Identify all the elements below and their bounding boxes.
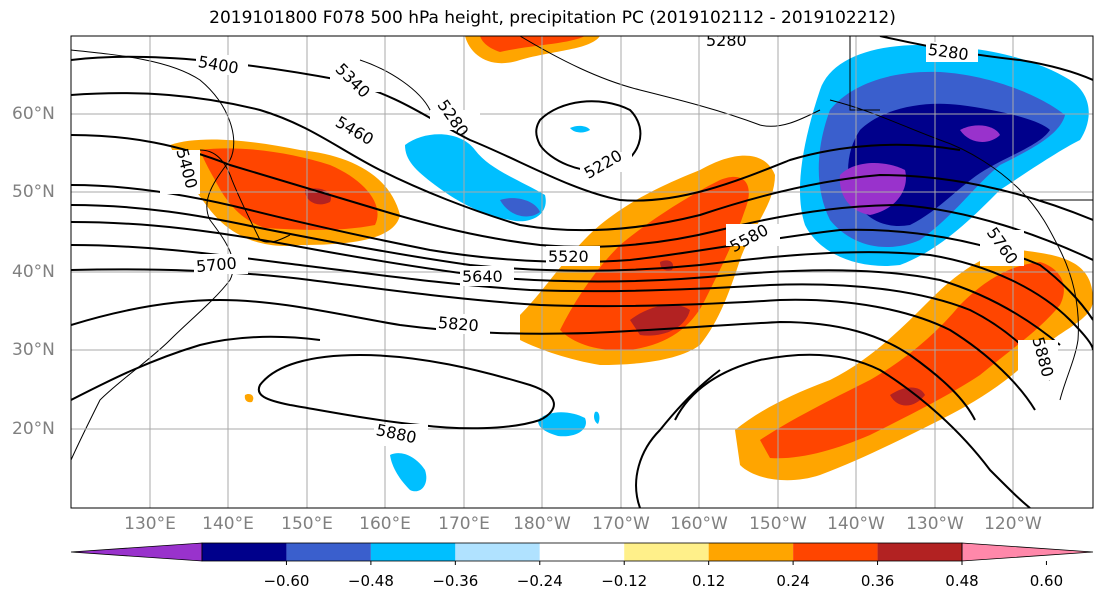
colorbar-tick-label: 0.36: [860, 572, 895, 590]
figure-title: 2019101800 F078 500 hPa height, precipit…: [209, 8, 896, 28]
colorbar-segment: [877, 543, 962, 561]
height-contours: [71, 36, 1093, 508]
precip-shading: [170, 36, 1093, 492]
colorbar-extend-max: [961, 542, 1094, 562]
contour-label: 5460: [332, 112, 377, 149]
contour-label: 5280: [706, 31, 747, 50]
contour-label: 5640: [462, 267, 503, 286]
colorbar-segment: [708, 543, 794, 561]
colorbar-tick-label: −0.36: [432, 572, 479, 590]
colorbar-tick-label: 0.60: [1029, 572, 1064, 590]
colorbar-segment: [539, 543, 625, 561]
lon-label: 140°W: [827, 514, 885, 534]
colorbar-segment: [455, 543, 540, 561]
contour-label: 5220: [581, 146, 626, 183]
lat-label-50n: 50°N: [12, 182, 55, 202]
contour-label: 5520: [548, 247, 589, 266]
lon-label: 140°E: [202, 514, 254, 534]
colorbar-segment: [202, 543, 287, 561]
colorbar-tick-label: −0.24: [516, 572, 563, 590]
lat-label-60n: 60°N: [12, 104, 55, 124]
colorbar-segments: [70, 542, 1094, 565]
contour-label: 5820: [437, 313, 479, 335]
colorbar: [70, 542, 1094, 565]
lon-label: 130°E: [124, 514, 176, 534]
lat-label-20n: 20°N: [12, 419, 55, 439]
colorbar-segment: [793, 543, 878, 561]
map-frame: [70, 35, 1094, 509]
colorbar-tick-label: −0.48: [347, 572, 394, 590]
contour-label: 5700: [195, 254, 237, 276]
lon-label: 170°E: [438, 514, 490, 534]
lon-label: 180°W: [513, 514, 571, 534]
colorbar-frame: [201, 542, 963, 562]
lon-label: 160°W: [670, 514, 728, 534]
lon-label: 170°W: [592, 514, 650, 534]
lon-label: 150°E: [281, 514, 333, 534]
lon-label: 120°W: [984, 514, 1042, 534]
colorbar-tick-label: 0.24: [776, 572, 810, 590]
colorbar-segment: [370, 543, 456, 561]
colorbar-tick-label: −0.12: [601, 572, 648, 590]
lat-label-30n: 30°N: [12, 340, 55, 360]
colorbar-segment: [624, 543, 709, 561]
colorbar-extend-min: [70, 542, 203, 562]
colorbar-segment: [286, 543, 371, 561]
lon-label: 130°W: [906, 514, 964, 534]
lon-label: 160°E: [359, 514, 411, 534]
colorbar-tick-label: 0.12: [691, 572, 726, 590]
colorbar-tick-label: 0.48: [945, 572, 979, 590]
colorbar-tick-label: −0.60: [263, 572, 310, 590]
lat-label-40n: 40°N: [12, 262, 55, 282]
lon-label: 150°W: [749, 514, 807, 534]
